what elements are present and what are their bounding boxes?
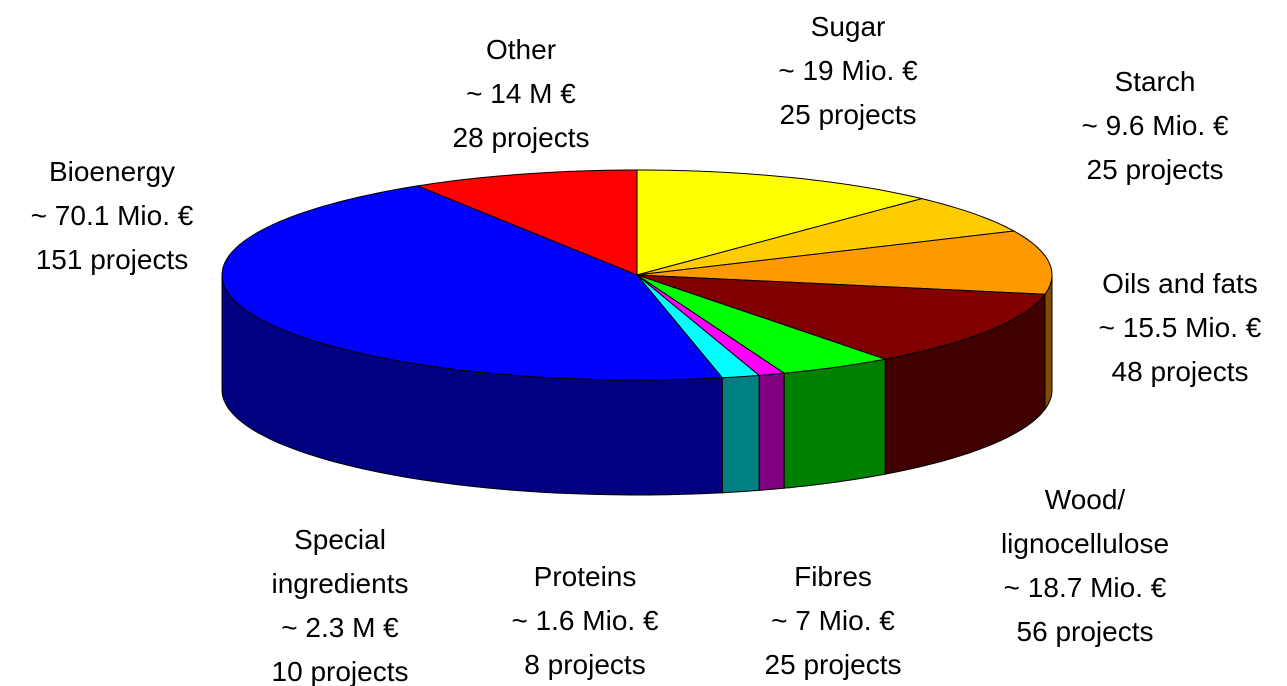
slice [415, 169, 638, 276]
value-label: ~ 9.6 Mio. € [1081, 110, 1229, 141]
value-label: ~ 7 Mio. € [771, 605, 895, 636]
value-label: ~ 2.3 M € [281, 612, 399, 643]
slice-label: Other ~ 14 M € 28 projects [371, 28, 671, 160]
slice-label: Wood/ lignocellulose ~ 18.7 Mio. € 56 proj… [935, 478, 1235, 654]
slice [636, 198, 1016, 276]
slice-label: Bioenergy ~ 70.1 Mio. € 151 projects [0, 150, 262, 282]
slice-label: Special ingredients ~ 2.3 M € 10 projects [190, 518, 490, 686]
slice-side [783, 358, 886, 489]
projects-label: 151 projects [35, 244, 189, 275]
slice [221, 185, 724, 381]
slice-side [758, 372, 785, 491]
category-name: Starch [1114, 66, 1196, 97]
category-name: Other [485, 34, 557, 65]
slice [636, 274, 1046, 360]
value-label: ~ 1.6 Mio. € [511, 605, 659, 636]
category-name: Bioenergy [48, 156, 176, 187]
slice [636, 230, 1053, 295]
projects-label: 25 projects [779, 99, 917, 130]
value-label: ~ 19 Mio. € [778, 55, 918, 86]
category-name: Sugar [810, 11, 886, 42]
projects-label: 56 projects [1016, 616, 1154, 647]
projects-label: 10 projects [271, 656, 409, 686]
projects-label: 8 projects [524, 649, 646, 680]
category-name: Fibres [794, 561, 872, 592]
slice-label: Sugar ~ 19 Mio. € 25 projects [698, 5, 998, 137]
slice-label: Proteins ~ 1.6 Mio. € 8 projects [435, 555, 735, 686]
value-label: ~ 70.1 Mio. € [30, 200, 194, 231]
category-name: Special ingredients [271, 524, 409, 599]
category-name: Oils and fats [1102, 268, 1258, 299]
value-label: ~ 18.7 Mio. € [1003, 572, 1167, 603]
projects-label: 48 projects [1111, 356, 1249, 387]
slice-label: Fibres ~ 7 Mio. € 25 projects [683, 555, 983, 686]
category-name: Proteins [533, 561, 637, 592]
slice [636, 274, 886, 374]
projects-label: 25 projects [764, 649, 902, 680]
value-label: ~ 14 M € [466, 78, 576, 109]
slice [636, 169, 923, 276]
category-name: Wood/ lignocellulose [1000, 484, 1170, 559]
projects-label: 25 projects [1086, 154, 1224, 185]
slice-label: Oils and fats ~ 15.5 Mio. € 48 projects [1030, 262, 1287, 394]
slice-side [721, 374, 760, 494]
slice-label: Starch ~ 9.6 Mio. € 25 projects [1005, 60, 1287, 192]
value-label: ~ 15.5 Mio. € [1098, 312, 1262, 343]
projects-label: 28 projects [452, 122, 590, 153]
